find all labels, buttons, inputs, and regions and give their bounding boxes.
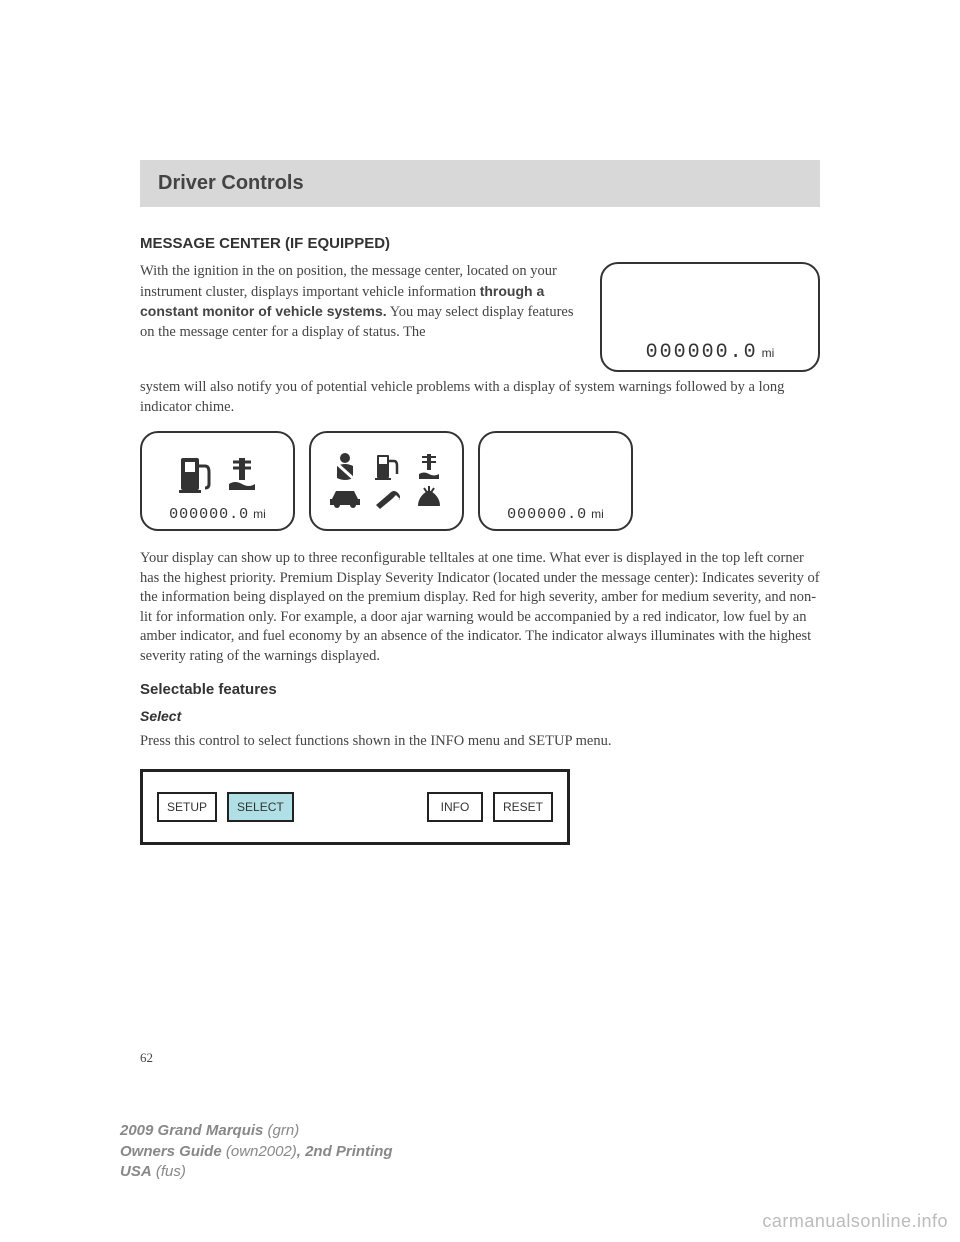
display3-odometer: 000000.0 mi [507, 506, 604, 523]
footer-region-code: (fus) [152, 1163, 186, 1180]
fuel-pump-icon-small [374, 452, 400, 482]
temperature-icon [225, 454, 259, 494]
display1-odo-value: 000000.0 [169, 506, 249, 523]
wrench-icon [372, 487, 402, 509]
select-button[interactable]: SELECT [227, 792, 294, 822]
footer-guide: Owners Guide [120, 1143, 222, 1160]
seatbelt-icon [331, 452, 359, 482]
display-example-3: 000000.0 mi [478, 431, 633, 531]
select-subheading: Select [140, 708, 820, 724]
washer-fluid-icon [414, 486, 444, 510]
fuel-pump-icon [177, 454, 215, 494]
footer-model: 2009 Grand Marquis [120, 1122, 263, 1139]
message-center-buttons: SETUP SELECT INFO RESET [140, 769, 570, 845]
telltales-paragraph: Your display can show up to three reconf… [140, 549, 820, 666]
display-example-2 [309, 431, 464, 531]
intro-row: With the ignition in the on position, th… [140, 262, 820, 372]
display1-icons [177, 441, 259, 506]
section-header: Driver Controls [158, 172, 802, 195]
section-header-band: Driver Controls [140, 160, 820, 207]
intro-paragraph-2: system will also notify you of potential… [140, 378, 820, 417]
reset-button[interactable]: RESET [493, 792, 553, 822]
footer-line-1: 2009 Grand Marquis (grn) [120, 1121, 393, 1141]
car-icon [328, 487, 362, 509]
footer-region: USA [120, 1163, 152, 1180]
odometer-readout: 000000.0 mi [646, 341, 775, 364]
select-paragraph: Press this control to select functions s… [140, 732, 820, 752]
message-center-heading: MESSAGE CENTER (IF EQUIPPED) [140, 235, 820, 252]
odometer-unit: mi [762, 346, 775, 360]
display1-odometer: 000000.0 mi [169, 506, 266, 523]
display1-odo-unit: mi [253, 507, 266, 521]
watermark: carmanualsonline.info [762, 1211, 948, 1232]
footer-printing: , 2nd Printing [297, 1143, 393, 1160]
display3-odo-unit: mi [591, 507, 604, 521]
info-button[interactable]: INFO [427, 792, 483, 822]
page-number: 62 [140, 1050, 153, 1066]
display-examples-row: 000000.0 mi [140, 431, 820, 531]
footer-block: 2009 Grand Marquis (grn) Owners Guide (o… [120, 1121, 393, 1182]
footer-line-3: USA (fus) [120, 1162, 393, 1182]
display-example-1: 000000.0 mi [140, 431, 295, 531]
manual-page: Driver Controls MESSAGE CENTER (IF EQUIP… [0, 0, 960, 1242]
selectable-features-heading: Selectable features [140, 681, 820, 698]
footer-model-code: (grn) [263, 1122, 299, 1139]
odometer-display-top: 000000.0 mi [600, 262, 820, 372]
footer-guide-code: (own2002) [222, 1143, 297, 1160]
intro-paragraph: With the ignition in the on position, th… [140, 262, 580, 372]
display2-icon-grid [328, 452, 446, 510]
footer-line-2: Owners Guide (own2002), 2nd Printing [120, 1142, 393, 1162]
temperature-icon-small [416, 452, 442, 482]
setup-button[interactable]: SETUP [157, 792, 217, 822]
display3-odo-value: 000000.0 [507, 506, 587, 523]
odometer-value: 000000.0 [646, 341, 758, 364]
